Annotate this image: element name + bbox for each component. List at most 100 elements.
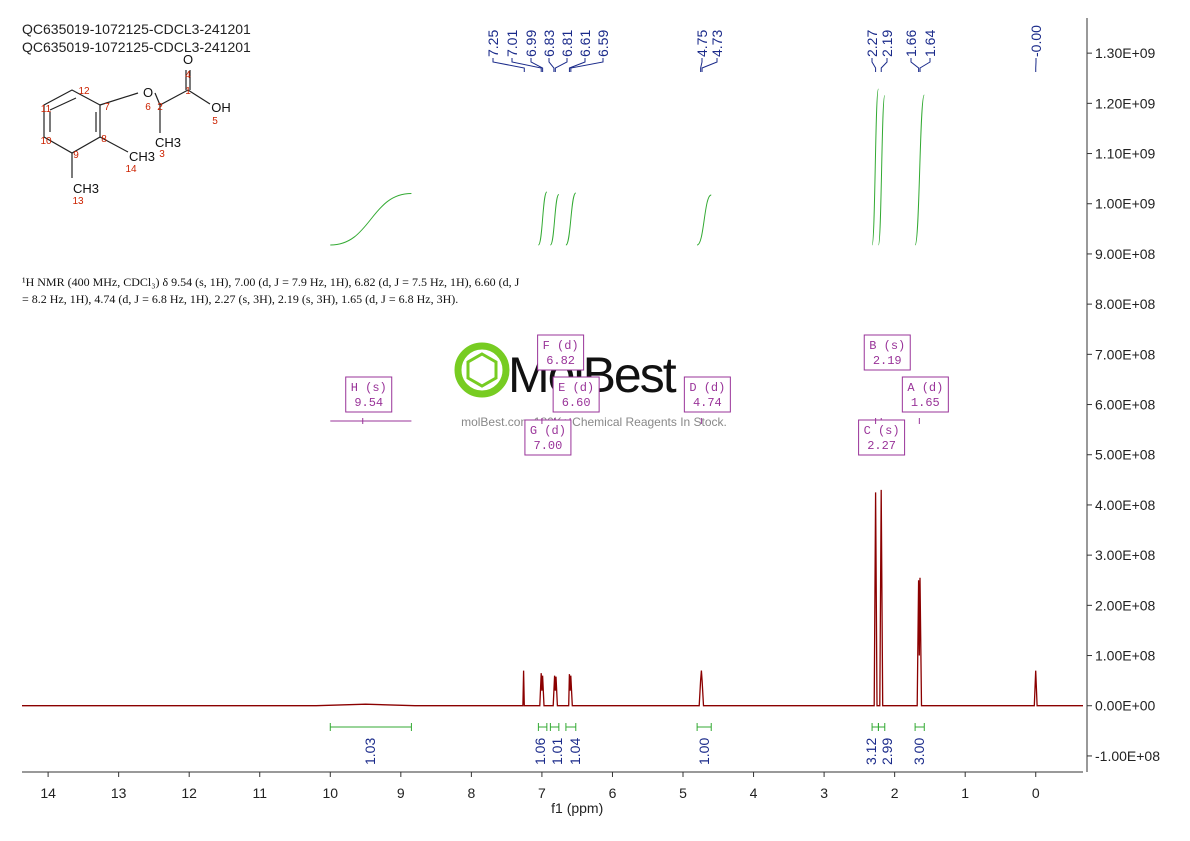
integral-label: 1.00 bbox=[696, 738, 712, 765]
multiplet-box bbox=[524, 419, 572, 456]
y-tick-label: 1.30E+09 bbox=[1095, 45, 1156, 61]
x-tick-label: 0 bbox=[1032, 785, 1040, 801]
peak-connector bbox=[701, 58, 718, 72]
atom-label: 3 bbox=[159, 149, 165, 160]
integral-curve bbox=[565, 192, 577, 246]
sample-name: QC635019-1072125-CDCL3-241201 bbox=[22, 39, 251, 55]
peak-connector bbox=[530, 58, 544, 72]
y-tick-label: 1.00E+08 bbox=[1095, 648, 1156, 664]
multiplet-label: F (d) bbox=[543, 339, 579, 353]
integral-bracket bbox=[696, 723, 712, 731]
multiplet-shift: 6.60 bbox=[562, 396, 591, 410]
y-tick-label: 1.00E+09 bbox=[1095, 196, 1156, 212]
peak-label: 6.99 bbox=[523, 30, 539, 57]
peak-label: 7.25 bbox=[485, 30, 501, 57]
x-tick-label: 1 bbox=[961, 785, 969, 801]
y-tick-label: 5.00E+08 bbox=[1095, 447, 1156, 463]
multiplet-shift: 9.54 bbox=[354, 396, 383, 410]
y-tick-label: 2.00E+08 bbox=[1095, 597, 1156, 613]
x-tick-label: 9 bbox=[397, 785, 405, 801]
multiplet-label: A (d) bbox=[907, 381, 943, 395]
multiplet-shift: 4.74 bbox=[693, 396, 722, 410]
integral-bracket bbox=[537, 723, 548, 731]
x-tick-label: 2 bbox=[891, 785, 899, 801]
peak-connector bbox=[492, 58, 525, 72]
integral-label: 1.03 bbox=[362, 738, 378, 765]
peak-connector bbox=[700, 58, 703, 72]
atom-label: CH3 bbox=[73, 181, 99, 196]
peak-connector bbox=[880, 58, 888, 72]
multiplet-label: E (d) bbox=[558, 381, 594, 395]
integral-bracket bbox=[914, 723, 925, 731]
multiplet-box bbox=[683, 376, 731, 413]
peak-connector bbox=[910, 58, 920, 72]
integral-label: 2.99 bbox=[879, 738, 895, 765]
x-tick-label: 8 bbox=[467, 785, 475, 801]
nmr-description: = 8.2 Hz, 1H), 4.74 (d, J = 6.8 Hz, 1H),… bbox=[22, 292, 458, 306]
peak-label: 6.81 bbox=[559, 30, 575, 57]
spectrum-line bbox=[22, 489, 1083, 707]
atom-label: 1 bbox=[185, 86, 191, 97]
atom-label: 10 bbox=[40, 136, 52, 147]
x-tick-label: 5 bbox=[679, 785, 687, 801]
integral-curve bbox=[549, 194, 560, 246]
multiplet-shift: 6.82 bbox=[546, 354, 575, 368]
multiplet-box bbox=[901, 376, 949, 413]
nmr-description: ¹H NMR (400 MHz, CDCl₃) δ 9.54 (s, 1H), … bbox=[22, 275, 520, 289]
peak-label: 1.64 bbox=[922, 30, 938, 57]
atom-label: 5 bbox=[212, 116, 218, 127]
integral-label: 3.00 bbox=[911, 738, 927, 765]
integral-curve bbox=[696, 194, 712, 246]
atom-label: 11 bbox=[41, 104, 52, 115]
multiplet-box bbox=[858, 419, 906, 456]
atom-label: 8 bbox=[101, 134, 107, 145]
atom-label: O bbox=[183, 52, 193, 67]
integral-bracket bbox=[549, 723, 560, 731]
x-tick-label: 3 bbox=[820, 785, 828, 801]
integral-curve bbox=[877, 95, 886, 246]
integral-bracket bbox=[877, 723, 886, 731]
multiplet-shift: 7.00 bbox=[534, 439, 563, 453]
multiplet-box bbox=[537, 334, 585, 371]
integral-label: 1.04 bbox=[567, 738, 583, 765]
integral-label: 3.12 bbox=[863, 738, 879, 765]
peak-label: 4.75 bbox=[694, 30, 710, 57]
x-tick-label: 6 bbox=[609, 785, 617, 801]
x-tick-label: 13 bbox=[111, 785, 127, 801]
y-tick-label: 7.00E+08 bbox=[1095, 346, 1156, 362]
peak-connector bbox=[511, 58, 542, 72]
integral-curve bbox=[914, 94, 925, 246]
x-tick-label: 4 bbox=[750, 785, 758, 801]
peak-label: 7.01 bbox=[504, 30, 520, 57]
x-tick-label: 7 bbox=[538, 785, 546, 801]
multiplet-shift: 2.19 bbox=[873, 354, 902, 368]
integral-curve bbox=[537, 191, 548, 246]
x-tick-label: 10 bbox=[322, 785, 338, 801]
integral-bracket bbox=[871, 723, 879, 731]
y-tick-label: 4.00E+08 bbox=[1095, 497, 1156, 513]
x-tick-label: 12 bbox=[181, 785, 197, 801]
multiplet-label: C (s) bbox=[864, 424, 900, 438]
x-tick-label: 11 bbox=[252, 785, 267, 801]
integral-label: 1.06 bbox=[532, 738, 548, 765]
y-tick-label: -1.00E+08 bbox=[1095, 748, 1160, 764]
atom-label: 2 bbox=[157, 102, 163, 113]
atom-label: CH3 bbox=[129, 149, 155, 164]
y-tick-label: 6.00E+08 bbox=[1095, 397, 1156, 413]
peak-label: 6.61 bbox=[577, 30, 593, 57]
sample-name: QC635019-1072125-CDCL3-241201 bbox=[22, 21, 251, 37]
peak-label: 6.83 bbox=[541, 30, 557, 57]
integral-curve bbox=[330, 193, 412, 246]
y-tick-label: 1.10E+09 bbox=[1095, 146, 1156, 162]
x-axis-label: f1 (ppm) bbox=[551, 800, 603, 816]
atom-label: 9 bbox=[73, 150, 79, 161]
multiplet-label: H (s) bbox=[351, 381, 387, 395]
integral-label: 1.01 bbox=[549, 738, 565, 765]
peak-connector bbox=[871, 58, 877, 72]
x-tick-label: 14 bbox=[40, 785, 56, 801]
y-tick-label: 8.00E+08 bbox=[1095, 296, 1156, 312]
atom-label: 4 bbox=[185, 70, 191, 81]
integral-bracket bbox=[565, 723, 577, 731]
multiplet-label: G (d) bbox=[530, 424, 566, 438]
